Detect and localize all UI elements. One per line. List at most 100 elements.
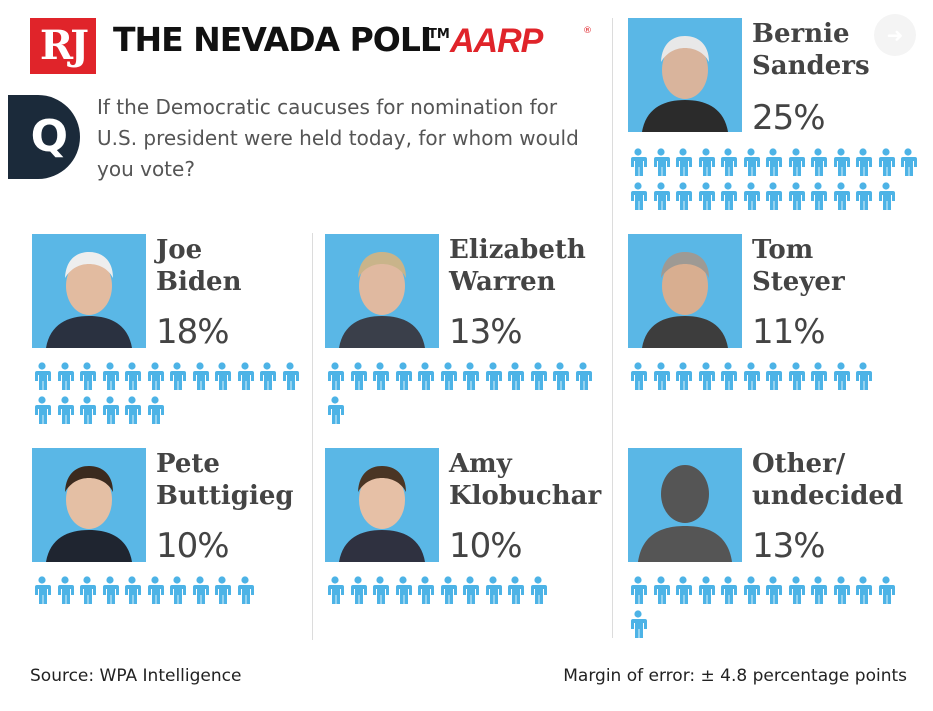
person-icon-group [325, 362, 595, 430]
person-icon [348, 576, 371, 606]
person-icon [718, 362, 741, 392]
person-icon [212, 362, 235, 392]
candidate-sanders: Bernie Sanders 25% [628, 18, 918, 218]
person-icon [280, 362, 303, 392]
person-icon [876, 576, 899, 606]
person-icon [673, 576, 696, 606]
person-icon [145, 576, 168, 606]
person-icon [651, 362, 674, 392]
person-icon [763, 362, 786, 392]
rj-logo: RJ [30, 18, 96, 74]
person-icon [32, 576, 55, 606]
divider-middle [312, 233, 313, 640]
candidate-steyer: Tom Steyer 11% [628, 234, 918, 434]
person-icon [190, 362, 213, 392]
person-icon [673, 148, 696, 178]
person-icon [77, 576, 100, 606]
person-icon [786, 576, 809, 606]
data-label: 18% [156, 312, 230, 352]
person-icon [696, 576, 719, 606]
person-icon [853, 148, 876, 178]
person-icon [145, 362, 168, 392]
person-icon [325, 576, 348, 606]
person-icon [257, 362, 280, 392]
person-icon [763, 182, 786, 212]
next-arrow-icon[interactable]: ➜ [874, 14, 916, 56]
candidate-photo [325, 234, 439, 348]
person-icon [808, 148, 831, 178]
person-icon [415, 576, 438, 606]
person-icon [77, 362, 100, 392]
person-icon [741, 182, 764, 212]
candidate-name: Joe Biden [156, 235, 242, 297]
candidate-biden: Joe Biden 18% [32, 234, 322, 434]
person-icon [325, 396, 348, 426]
candidate-photo [325, 448, 439, 562]
person-icon [122, 396, 145, 426]
person-icon [831, 362, 854, 392]
question-badge: Q [8, 95, 80, 179]
person-icon [696, 362, 719, 392]
person-icon [415, 362, 438, 392]
person-icon [393, 576, 416, 606]
person-icon [763, 148, 786, 178]
question-text: If the Democratic caucuses for nominatio… [97, 95, 579, 181]
person-icon [808, 576, 831, 606]
data-label: 13% [449, 312, 523, 352]
person-icon [573, 362, 596, 392]
person-icon [786, 182, 809, 212]
person-icon [808, 182, 831, 212]
person-icon [438, 362, 461, 392]
candidate-klobuchar: Amy Klobuchar 10% [325, 448, 615, 648]
person-icon [32, 362, 55, 392]
person-icon-group [325, 576, 550, 610]
person-icon [100, 362, 123, 392]
person-icon [348, 362, 371, 392]
person-icon [235, 576, 258, 606]
poll-title: THE NEVADA POLL [113, 20, 441, 59]
person-icon [505, 362, 528, 392]
person-icon [786, 148, 809, 178]
person-icon [718, 576, 741, 606]
candidate-name: Pete Buttigieg [156, 449, 294, 511]
person-icon [853, 182, 876, 212]
person-icon [651, 148, 674, 178]
person-icon [741, 362, 764, 392]
person-icon [55, 576, 78, 606]
person-icon [786, 362, 809, 392]
candidate-photo [32, 234, 146, 348]
person-icon [718, 148, 741, 178]
person-icon [190, 576, 213, 606]
person-icon [460, 576, 483, 606]
trademark-mark: TM [428, 27, 450, 42]
candidate-name: Other/ undecided [752, 449, 904, 511]
candidate-other: Other/ undecided 13% [628, 448, 918, 648]
person-icon-group [628, 362, 876, 396]
person-icon [505, 576, 528, 606]
person-icon [212, 576, 235, 606]
person-icon [370, 362, 393, 392]
candidate-photo [628, 448, 742, 562]
person-icon [167, 362, 190, 392]
person-icon [876, 148, 899, 178]
person-icon [100, 576, 123, 606]
data-label: 25% [752, 98, 826, 138]
person-icon [55, 396, 78, 426]
person-icon [483, 362, 506, 392]
person-icon [550, 362, 573, 392]
candidate-photo [32, 448, 146, 562]
person-icon [370, 576, 393, 606]
registered-mark: ® [583, 26, 592, 36]
person-icon [528, 576, 551, 606]
person-icon [325, 362, 348, 392]
person-icon [628, 362, 651, 392]
person-icon [235, 362, 258, 392]
person-icon [100, 396, 123, 426]
person-icon [831, 182, 854, 212]
person-icon [831, 148, 854, 178]
candidate-name: Elizabeth Warren [449, 235, 586, 297]
person-icon [628, 182, 651, 212]
person-icon [853, 362, 876, 392]
data-label: 10% [156, 526, 230, 566]
candidate-buttigieg: Pete Buttigieg 10% [32, 448, 322, 648]
